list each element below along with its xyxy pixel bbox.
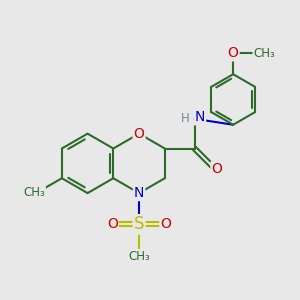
Text: S: S (134, 215, 144, 233)
Text: CH₃: CH₃ (23, 186, 45, 199)
Text: N: N (134, 186, 144, 200)
Text: N: N (195, 110, 205, 124)
Text: O: O (107, 217, 118, 231)
Text: O: O (228, 46, 238, 60)
Text: CH₃: CH₃ (254, 47, 275, 60)
Text: O: O (212, 162, 222, 176)
Text: O: O (134, 127, 145, 141)
Text: H: H (181, 112, 190, 125)
Text: O: O (160, 217, 171, 231)
Text: CH₃: CH₃ (128, 250, 150, 263)
